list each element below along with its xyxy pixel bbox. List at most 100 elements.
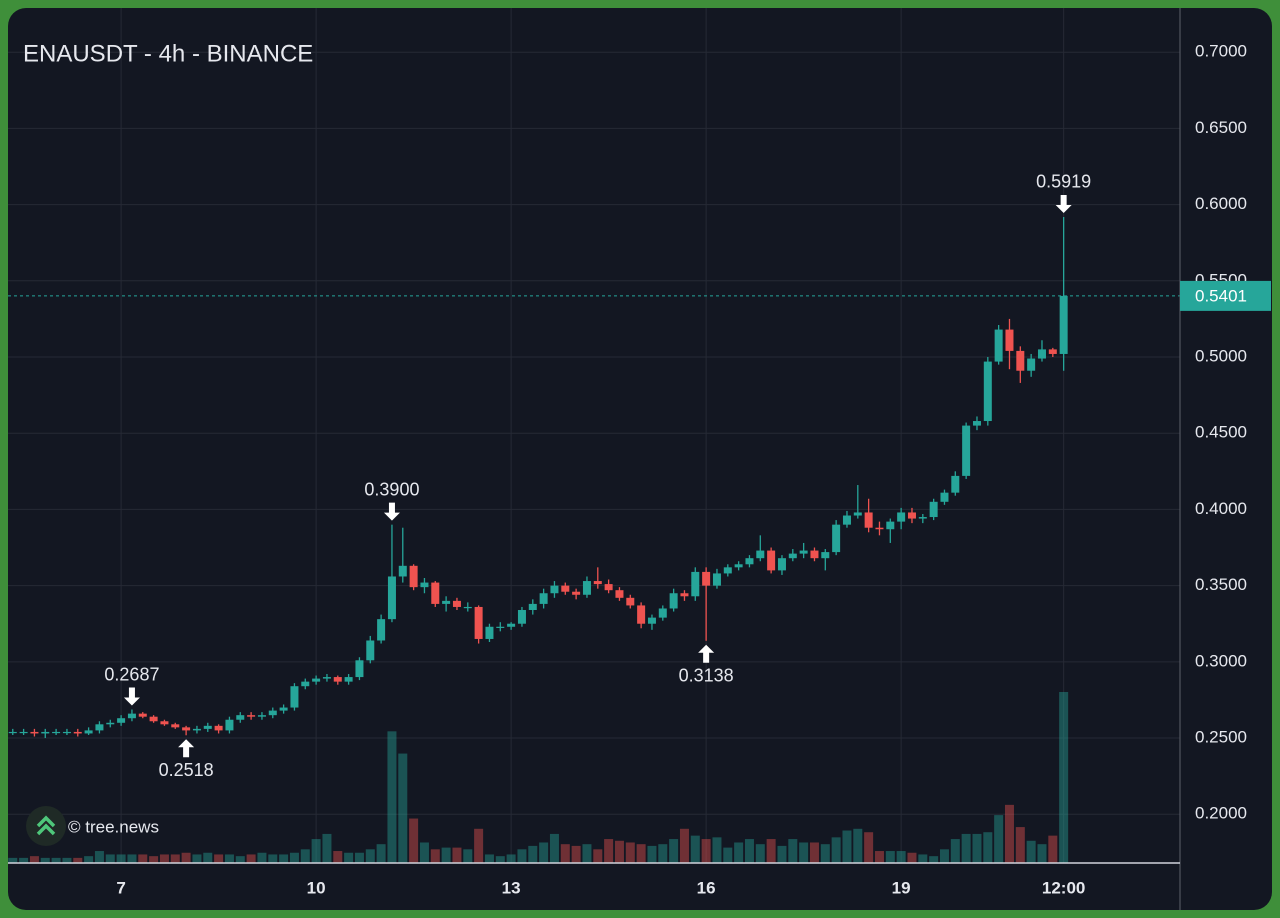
volume-bar (430, 849, 440, 863)
volume-bar (1048, 835, 1058, 863)
volume-bar (983, 832, 993, 863)
candle-body (626, 597, 635, 606)
volume-bar (409, 818, 419, 863)
x-tick-label: 19 (892, 878, 911, 897)
candle-body (864, 512, 873, 528)
candle-body (647, 617, 656, 624)
volume-bar (1015, 827, 1025, 863)
volume-bar (755, 844, 765, 863)
candle-body (875, 527, 884, 530)
x-tick-label: 12:00 (1042, 878, 1085, 897)
candle-body (745, 558, 754, 565)
volume-bar (311, 839, 321, 863)
candle-body (799, 550, 808, 554)
annotation-label: 0.3900 (364, 479, 419, 499)
volume-bar (474, 828, 484, 863)
volume-bar (777, 845, 787, 863)
chart-title: ENAUSDT - 4h - BINANCE (23, 40, 313, 67)
candle-body (236, 715, 245, 720)
candle-body (658, 608, 667, 618)
volume-bar (19, 857, 29, 863)
volume-bar (354, 852, 364, 863)
candle-body (420, 582, 429, 588)
annotation-label: 0.3138 (679, 666, 734, 686)
volume-bar (105, 854, 115, 863)
candle-body (572, 591, 581, 595)
volume-bar (279, 854, 289, 863)
watermark-icon (36, 815, 56, 836)
volume-bar (582, 844, 592, 863)
candle-body (680, 593, 689, 597)
candle-body (84, 730, 93, 734)
volume-bar (831, 837, 841, 863)
volume-bar (170, 854, 180, 863)
candle-body (149, 716, 158, 722)
annotation-arrow (383, 502, 400, 521)
candle-body (322, 677, 331, 679)
candle-body (983, 361, 992, 422)
last-price-tag (1180, 280, 1271, 311)
volume-bar (614, 840, 624, 863)
candle-body (886, 521, 895, 530)
candle-body (463, 606, 472, 609)
candle-body (333, 677, 342, 682)
annotation-arrow (178, 739, 195, 758)
candle-body (1048, 349, 1057, 354)
volume-bar (192, 854, 202, 863)
volume-bar (387, 731, 397, 863)
y-tick-label: 0.3000 (1195, 651, 1247, 670)
candle-body (561, 585, 570, 592)
volume-bar (235, 856, 245, 863)
volume-bar (214, 854, 224, 863)
candle-body (734, 564, 743, 568)
candle-body (225, 719, 234, 731)
candle-body (366, 640, 375, 661)
volume-bar (809, 842, 819, 863)
volume-bar (658, 844, 668, 863)
volume-bar (376, 844, 386, 863)
volume-bar (820, 844, 830, 863)
volume-bar (929, 856, 939, 863)
candle-body (30, 731, 39, 734)
candle-body (387, 576, 396, 620)
candle-body (19, 731, 28, 734)
volume-bar (842, 830, 852, 863)
candle-body (821, 552, 830, 559)
candle-body (507, 623, 516, 627)
candle-body (810, 550, 819, 559)
candle-body (138, 713, 147, 717)
x-tick-label: 10 (307, 878, 326, 897)
volume-bar (918, 854, 928, 863)
candle-body (355, 660, 364, 678)
axes: 0.2000 0.2500 0.3000 0.3500 0.4000 0.4500 0.50… (116, 42, 1271, 897)
volume-bar (853, 828, 863, 863)
candle-body (940, 492, 949, 502)
volume-bar (734, 842, 744, 863)
candle-body (550, 585, 559, 594)
volume-bar (744, 839, 754, 863)
candle-body (485, 626, 494, 639)
volume-bar (799, 842, 809, 863)
volume-bar (885, 851, 895, 863)
volume-bar (181, 852, 191, 863)
volume-bar (159, 854, 169, 863)
candle-body (615, 590, 624, 598)
annotation-label: 0.2687 (104, 664, 159, 684)
volume-bar (1037, 844, 1047, 863)
candle-body (247, 715, 256, 717)
candle-body (1005, 329, 1014, 351)
watermark: © tree.news (26, 806, 159, 846)
candle-body (62, 731, 71, 734)
candle-body (767, 550, 776, 571)
volume-bar (257, 852, 267, 863)
volume-bar (636, 844, 646, 863)
volume-bar (84, 856, 94, 863)
candle-body (637, 605, 646, 624)
volume-bar (972, 833, 982, 863)
y-tick-label: 0.4500 (1195, 423, 1247, 442)
volume-bar (1059, 692, 1069, 863)
volume-bar (549, 833, 559, 863)
candle-body (994, 329, 1003, 362)
volume-bar (593, 849, 603, 863)
